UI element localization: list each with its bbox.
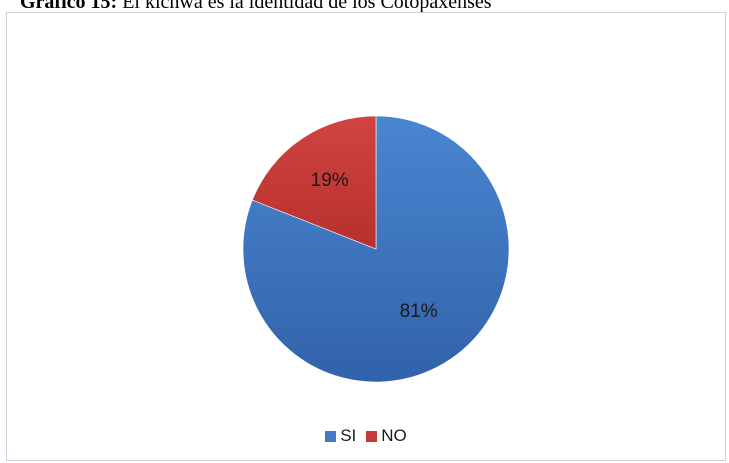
legend-item-si: SI [325, 426, 356, 446]
caption-text: El kichwa es la identidad de los Cotopax… [117, 0, 492, 13]
legend-item-no: NO [366, 426, 407, 446]
legend-swatch-no [366, 430, 378, 442]
legend-swatch-si [325, 430, 337, 442]
slice-label-si: 81% [399, 300, 438, 322]
pie-slice-no [251, 115, 377, 250]
pie-chart [242, 115, 510, 383]
legend: SI NO [7, 426, 725, 446]
chart-caption: Gráfico 15: El kichwa es la identidad de… [20, 0, 492, 14]
legend-label-no: NO [381, 426, 407, 445]
legend-label-si: SI [340, 426, 357, 445]
chart-frame: 81% 19% SI NO [6, 12, 726, 461]
caption-label: Gráfico 15: [20, 0, 118, 13]
slice-label-no: 19% [310, 169, 349, 191]
